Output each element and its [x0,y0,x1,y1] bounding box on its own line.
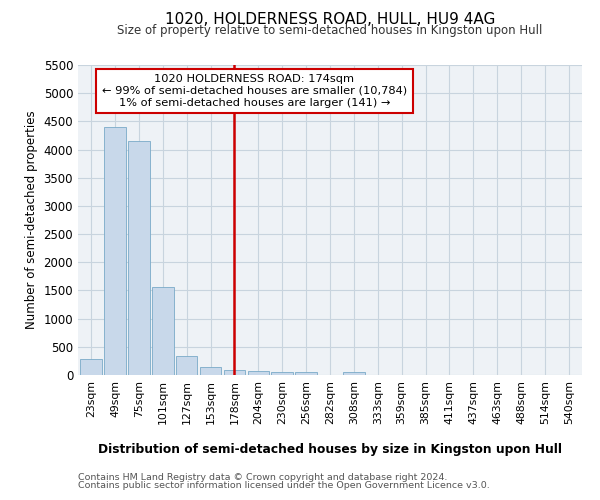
Bar [271,372,293,375]
Bar [343,372,365,375]
Text: Contains public sector information licensed under the Open Government Licence v3: Contains public sector information licen… [78,481,490,490]
Text: 1020, HOLDERNESS ROAD, HULL, HU9 4AG: 1020, HOLDERNESS ROAD, HULL, HU9 4AG [165,12,495,28]
Bar [200,367,221,375]
Bar [295,372,317,375]
Bar [104,127,126,375]
Bar [224,370,245,375]
Bar [248,371,269,375]
Text: Distribution of semi-detached houses by size in Kingston upon Hull: Distribution of semi-detached houses by … [98,442,562,456]
Bar [176,356,197,375]
Bar [152,287,173,375]
Text: Size of property relative to semi-detached houses in Kingston upon Hull: Size of property relative to semi-detach… [118,24,542,37]
Bar [128,141,149,375]
Text: Contains HM Land Registry data © Crown copyright and database right 2024.: Contains HM Land Registry data © Crown c… [78,472,448,482]
Text: 1020 HOLDERNESS ROAD: 174sqm
← 99% of semi-detached houses are smaller (10,784)
: 1020 HOLDERNESS ROAD: 174sqm ← 99% of se… [102,74,407,108]
Y-axis label: Number of semi-detached properties: Number of semi-detached properties [25,110,38,330]
Bar [80,359,102,375]
